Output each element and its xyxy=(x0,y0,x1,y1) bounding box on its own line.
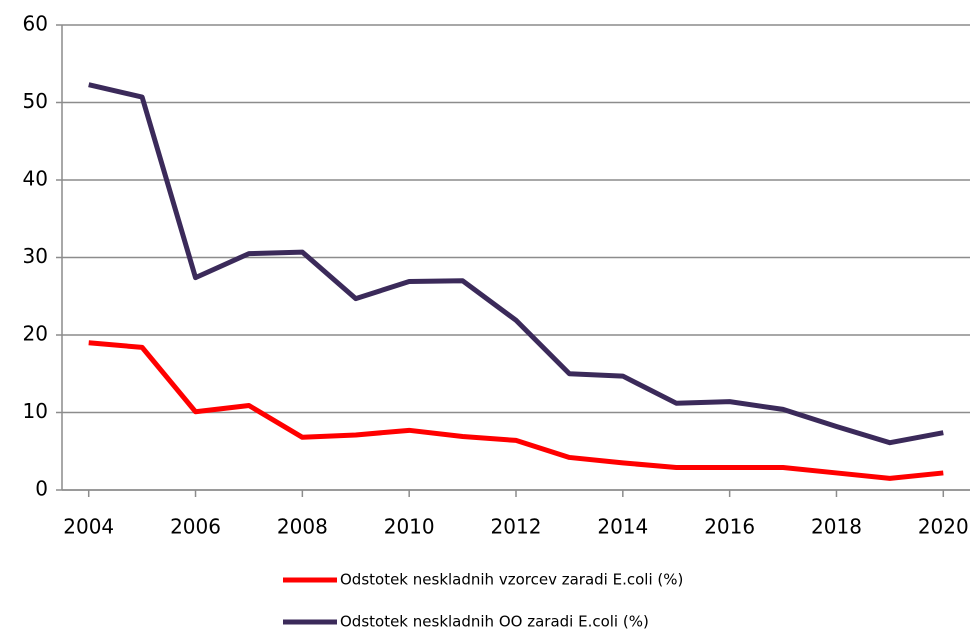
x-tick-label: 2004 xyxy=(63,515,114,539)
x-tick-label: 2018 xyxy=(811,515,862,539)
y-tick-label: 50 xyxy=(23,89,48,113)
y-tick-label: 20 xyxy=(23,322,48,346)
series-line xyxy=(88,340,944,481)
x-tick-label: 2010 xyxy=(384,515,435,539)
y-tick-label: 30 xyxy=(23,244,48,268)
legend: Odstotek neskladnih vzorcev zaradi E.col… xyxy=(340,571,683,589)
y-tick-label: 60 xyxy=(23,12,48,36)
x-tick-label: 2012 xyxy=(491,515,542,539)
x-tick-label: 2016 xyxy=(704,515,755,539)
y-tick-label: 40 xyxy=(23,167,48,191)
y-tick-label: 10 xyxy=(23,399,48,423)
x-tick-label: 2008 xyxy=(277,515,328,539)
legend: Odstotek neskladnih OO zaradi E.coli (%) xyxy=(340,613,649,631)
x-tick-label: 2014 xyxy=(597,515,648,539)
x-tick-label: 2020 xyxy=(918,515,969,539)
x-tick-label: 2006 xyxy=(170,515,221,539)
series-line xyxy=(88,82,944,446)
y-tick-label: 0 xyxy=(35,477,48,501)
